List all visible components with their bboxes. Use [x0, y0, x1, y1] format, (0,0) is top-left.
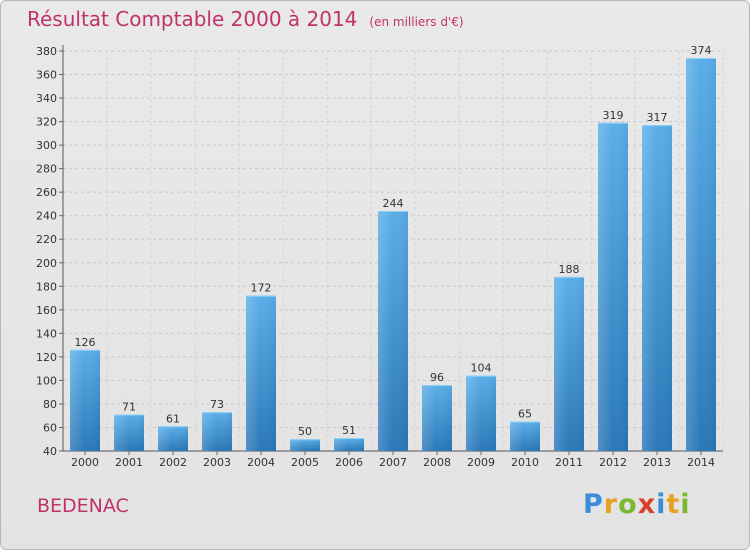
bar-shine	[290, 439, 320, 451]
y-tick-label: 360	[36, 69, 57, 82]
y-tick-label: 60	[43, 421, 57, 434]
commune-name: BEDENAC	[37, 495, 129, 517]
data-label: 374	[691, 44, 712, 57]
logo-letter: i	[680, 489, 691, 520]
data-label: 61	[166, 412, 180, 425]
logo-letter: P	[583, 489, 604, 520]
logo-letter: r	[603, 489, 619, 520]
y-tick-label: 120	[36, 351, 57, 364]
data-label: 172	[251, 282, 272, 295]
bar-shine	[686, 58, 716, 451]
bar-shine	[554, 276, 584, 451]
x-tick-label: 2000	[71, 456, 99, 469]
y-tick-label: 280	[36, 163, 57, 176]
logo-letter: t	[666, 489, 681, 520]
x-tick-labels: 2000 2001 2002 2003 2004 2005 2006 2007 2008 2009…	[71, 456, 715, 469]
logo-letter: x	[637, 489, 657, 520]
data-label: 65	[518, 408, 532, 421]
y-tick-label: 180	[36, 280, 57, 293]
y-tick-label: 140	[36, 327, 57, 340]
data-label: 51	[342, 424, 356, 437]
x-tick-label: 2011	[555, 456, 583, 469]
x-tick-label: 2006	[335, 456, 363, 469]
data-label: 50	[298, 425, 312, 438]
bar-shine	[598, 122, 628, 451]
x-tick-label: 2002	[159, 456, 187, 469]
y-tick-label: 260	[36, 186, 57, 199]
y-tick-label: 200	[36, 257, 57, 270]
x-tick-label: 2003	[203, 456, 231, 469]
x-tick-label: 2010	[511, 456, 539, 469]
chart-title-text: Résultat Comptable 2000 à 2014	[27, 7, 358, 31]
bar-shine	[466, 375, 496, 451]
x-tick-label: 2012	[599, 456, 627, 469]
y-tick-label: 80	[43, 398, 57, 411]
bars	[70, 58, 716, 451]
y-tick-label: 160	[36, 304, 57, 317]
bar-shine	[202, 412, 232, 451]
y-tick-label: 220	[36, 233, 57, 246]
data-label: 319	[603, 109, 624, 122]
x-tick-label: 2014	[687, 456, 715, 469]
data-label: 188	[559, 263, 580, 276]
data-label: 96	[430, 371, 444, 384]
y-tick-label: 100	[36, 374, 57, 387]
bar-shine	[378, 211, 408, 451]
x-tick-label: 2001	[115, 456, 143, 469]
bar-shine	[114, 414, 144, 451]
logo-letter: i	[656, 489, 667, 520]
bar-shine	[70, 349, 100, 451]
data-label: 71	[122, 401, 136, 414]
y-tick-label: 40	[43, 445, 57, 458]
data-label: 126	[75, 336, 96, 349]
chart-subtitle: (en milliers d'€)	[369, 15, 464, 29]
proxiti-logo: Proxiti	[583, 489, 691, 520]
bar-shine	[158, 426, 188, 451]
y-tick-label: 300	[36, 139, 57, 152]
data-label: 317	[647, 111, 668, 124]
y-tick-label: 320	[36, 116, 57, 129]
bar-shine	[422, 385, 452, 451]
x-tick-label: 2008	[423, 456, 451, 469]
logo-letter: o	[618, 489, 638, 520]
data-label: 73	[210, 398, 224, 411]
y-tick-labels: 40 60 80 100 120 140 160 180 200 220 240 260 280 300 3…	[36, 45, 57, 458]
bar-shine	[510, 421, 540, 451]
x-tick-label: 2007	[379, 456, 407, 469]
x-tick-label: 2004	[247, 456, 275, 469]
x-tick-label: 2009	[467, 456, 495, 469]
bar-shine	[642, 125, 672, 451]
data-label: 104	[471, 362, 492, 375]
x-tick-label: 2013	[643, 456, 671, 469]
chart-title: Résultat Comptable 2000 à 2014 (en millie…	[27, 7, 464, 31]
data-label: 244	[383, 197, 404, 210]
data-labels: 126 71 61 73 172 50 51 244 96 104 65 188 319 317 374	[75, 44, 712, 438]
y-tick-label: 340	[36, 92, 57, 105]
x-tick-label: 2005	[291, 456, 319, 469]
y-tick-label: 380	[36, 45, 57, 58]
bar-shine	[246, 295, 276, 451]
y-tick-label: 240	[36, 210, 57, 223]
bar-shine	[334, 438, 364, 451]
